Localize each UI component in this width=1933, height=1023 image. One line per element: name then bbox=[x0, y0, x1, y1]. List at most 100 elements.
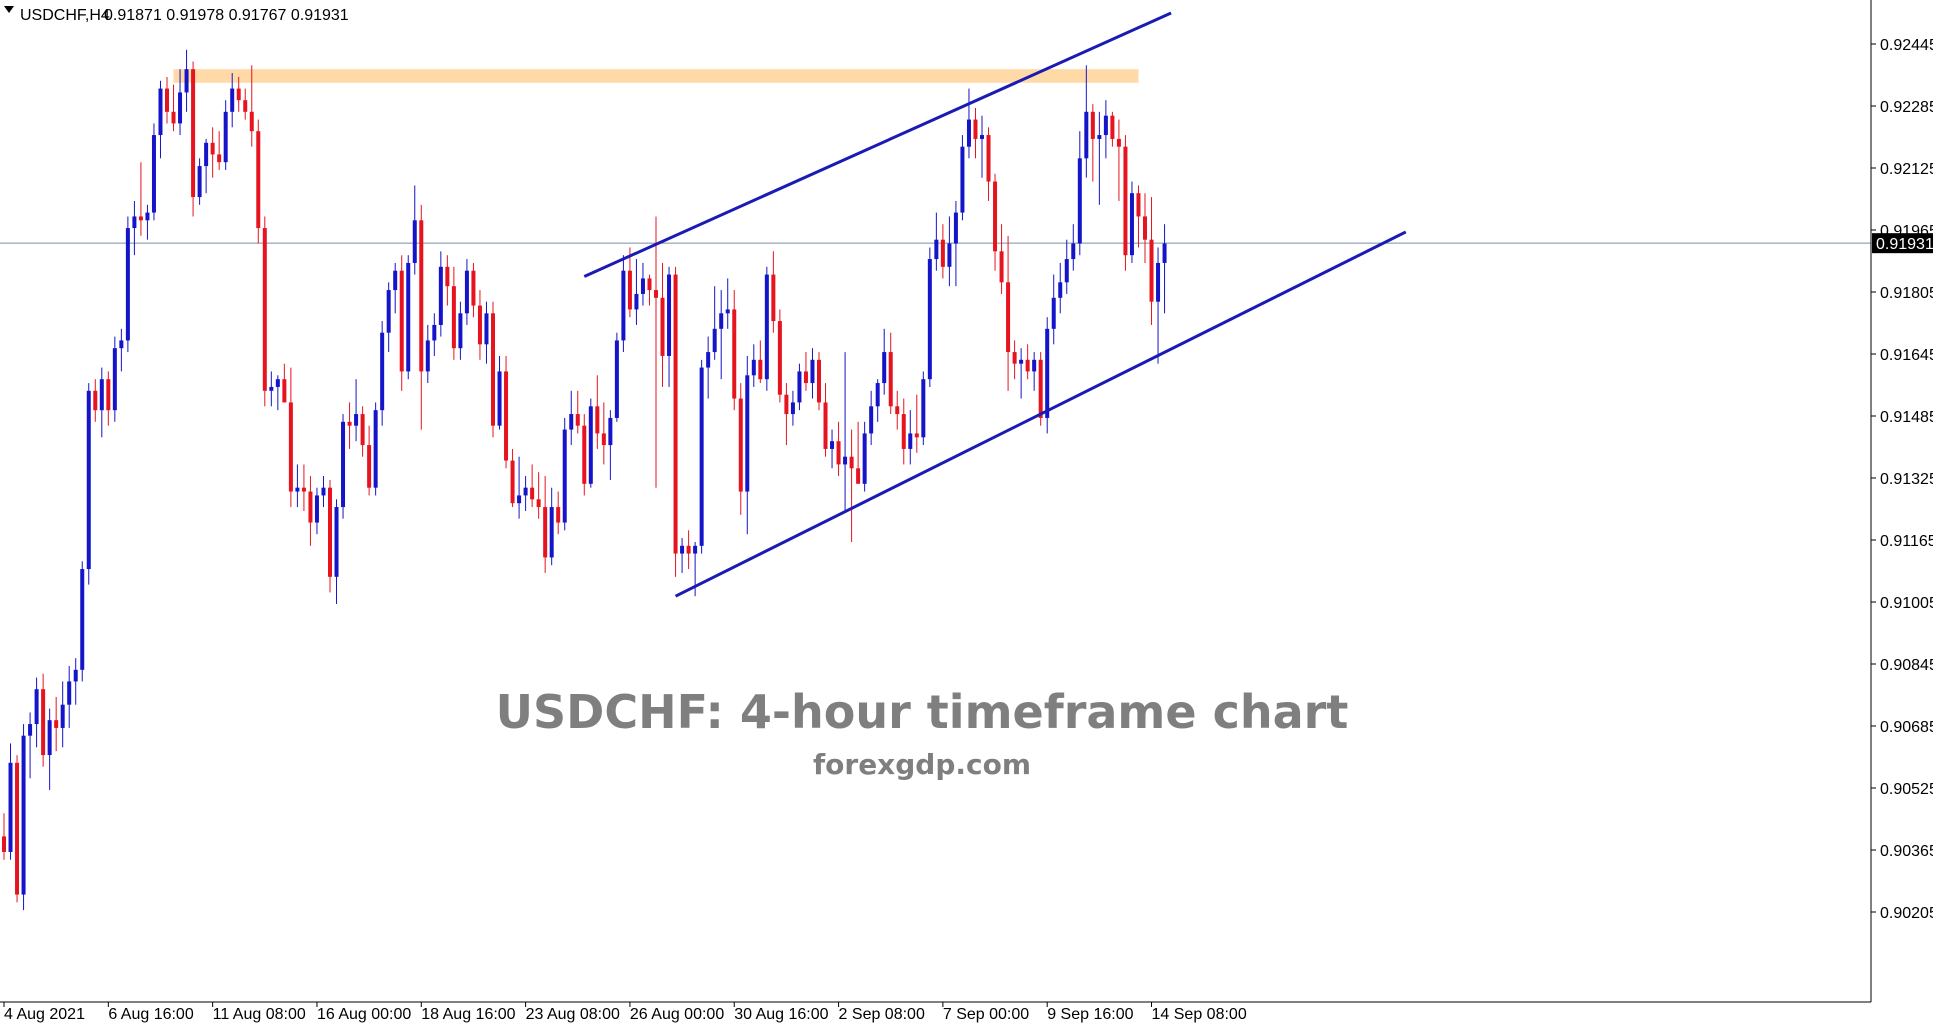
time-tick-label: 7 Sep 00:00 bbox=[943, 1006, 1029, 1023]
candle-body bbox=[738, 398, 743, 492]
candle-body bbox=[986, 135, 991, 182]
candle bbox=[165, 76, 169, 124]
candle bbox=[882, 328, 887, 395]
candle bbox=[28, 712, 33, 779]
candle bbox=[321, 476, 326, 508]
candle-body bbox=[419, 220, 424, 372]
candle-body bbox=[497, 371, 502, 426]
time-tick-label: 30 Aug 16:00 bbox=[734, 1006, 828, 1023]
symbol-label: USDCHF,H4 bbox=[20, 7, 110, 24]
candle-body bbox=[1156, 262, 1161, 302]
candle-body bbox=[8, 762, 13, 852]
price-tick-label: 0.90685 bbox=[1880, 719, 1933, 736]
candle-body bbox=[601, 433, 606, 446]
candle bbox=[803, 352, 808, 391]
candle bbox=[1077, 131, 1082, 256]
resistance-zone-layer bbox=[173, 69, 1139, 83]
candle-body bbox=[112, 348, 117, 411]
candle bbox=[575, 390, 580, 434]
candle bbox=[673, 266, 678, 577]
candle-body bbox=[706, 352, 711, 368]
candle-body bbox=[980, 135, 984, 139]
candle-body bbox=[373, 410, 378, 488]
candle bbox=[138, 162, 143, 236]
price-tick-label: 0.90525 bbox=[1880, 781, 1933, 798]
candle bbox=[54, 696, 59, 752]
candle-body bbox=[764, 274, 769, 380]
candle bbox=[125, 216, 130, 353]
candle bbox=[132, 200, 137, 256]
candle-body bbox=[1110, 115, 1115, 139]
candle bbox=[699, 359, 704, 554]
candle-body bbox=[790, 402, 795, 415]
triangle-down-icon[interactable] bbox=[4, 6, 14, 13]
candle-body bbox=[438, 266, 443, 325]
upper-channel-trendline[interactable] bbox=[583, 11, 1172, 278]
candle-body bbox=[725, 309, 730, 314]
candle-body bbox=[595, 406, 600, 434]
candle bbox=[171, 84, 176, 132]
candle bbox=[810, 348, 815, 399]
candle bbox=[1071, 224, 1076, 271]
candle bbox=[60, 681, 65, 748]
candle-body bbox=[999, 251, 1004, 283]
candle bbox=[621, 255, 626, 353]
candle bbox=[640, 262, 645, 306]
candle bbox=[966, 88, 971, 159]
candle bbox=[308, 476, 313, 546]
candle-body bbox=[836, 441, 841, 465]
candle-body bbox=[138, 216, 143, 221]
candle bbox=[386, 282, 391, 353]
candle-body bbox=[569, 414, 574, 430]
candle bbox=[15, 755, 20, 903]
candle-body bbox=[575, 414, 580, 426]
candle bbox=[243, 88, 248, 120]
candle bbox=[80, 561, 85, 682]
candle bbox=[262, 216, 267, 407]
candle-body bbox=[1012, 352, 1017, 364]
candle-body bbox=[1149, 239, 1154, 302]
candle bbox=[712, 286, 717, 360]
candle bbox=[328, 479, 332, 593]
candle-body bbox=[106, 379, 111, 411]
candle bbox=[706, 336, 711, 399]
candles-layer bbox=[2, 49, 1167, 911]
price-tick-label: 0.91165 bbox=[1880, 533, 1933, 550]
price-tick-label: 0.91005 bbox=[1880, 595, 1933, 612]
price-axis: 0.924450.922850.921250.919650.918050.916… bbox=[1871, 37, 1933, 922]
candle-body bbox=[54, 720, 59, 728]
candle bbox=[1058, 262, 1063, 314]
resistance-zone bbox=[173, 69, 1139, 83]
candle bbox=[354, 379, 359, 442]
current-price-label bbox=[1872, 233, 1933, 254]
candle-body bbox=[1103, 115, 1108, 136]
candle bbox=[1051, 274, 1056, 345]
candle bbox=[843, 352, 848, 511]
candle bbox=[588, 398, 593, 488]
candle bbox=[367, 425, 372, 496]
candle-body bbox=[210, 142, 215, 155]
candle-body bbox=[2, 836, 6, 852]
candle bbox=[862, 421, 867, 492]
lower-channel-trendline[interactable] bbox=[674, 230, 1407, 598]
candle bbox=[491, 301, 495, 438]
candle bbox=[934, 212, 939, 271]
candle bbox=[777, 309, 782, 403]
candle-body bbox=[223, 111, 228, 163]
time-axis: 4 Aug 2021 6 Aug 16:00 11 Aug 08:00 16 Aug … bbox=[3, 1002, 1247, 1023]
candle-body bbox=[1064, 259, 1069, 283]
candle bbox=[562, 417, 567, 531]
candle-body bbox=[171, 111, 176, 124]
candle-body bbox=[719, 313, 724, 329]
candle bbox=[647, 274, 652, 306]
candle-body bbox=[47, 720, 52, 756]
candle-body bbox=[80, 569, 85, 670]
candle-body bbox=[973, 119, 978, 139]
chart-subtitle: forexgdp.com bbox=[813, 748, 1031, 781]
candle-body bbox=[425, 340, 430, 372]
candle-body bbox=[145, 212, 150, 221]
candle bbox=[1103, 100, 1108, 159]
candle-body bbox=[1051, 297, 1056, 329]
candle-body bbox=[1038, 359, 1043, 418]
